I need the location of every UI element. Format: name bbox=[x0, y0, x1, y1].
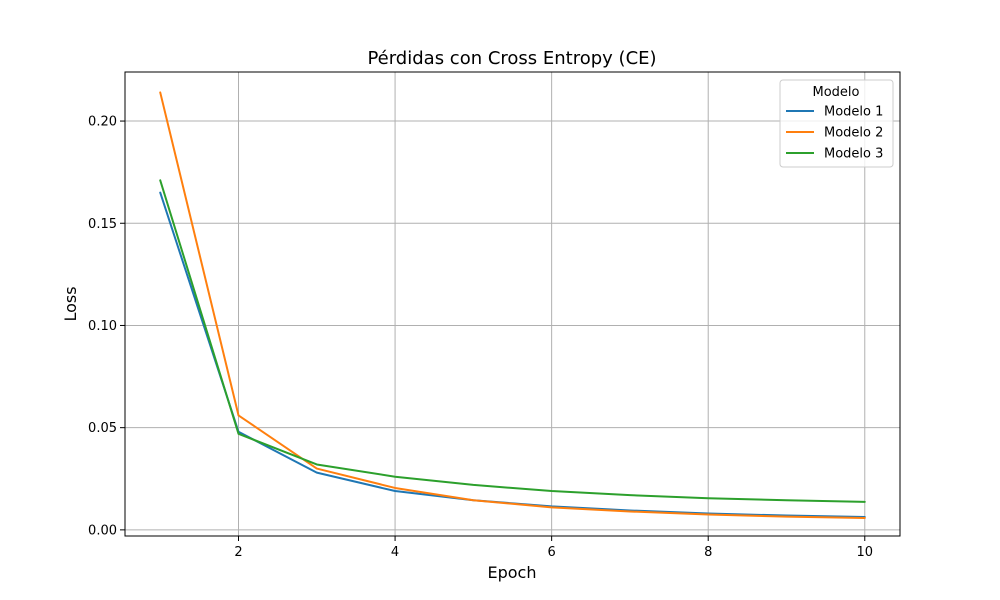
legend-label: Modelo 1 bbox=[824, 105, 883, 120]
y-axis-title: Loss bbox=[61, 286, 80, 321]
x-tick-label: 8 bbox=[704, 545, 712, 560]
series-line-1 bbox=[159, 191, 866, 518]
series-lines bbox=[159, 91, 866, 520]
y-tick-label: 0.10 bbox=[88, 319, 117, 334]
legend-title: Modelo bbox=[813, 85, 860, 100]
series-line-3 bbox=[159, 179, 866, 503]
x-axis-title: Epoch bbox=[488, 563, 537, 582]
y-tick-label: 0.20 bbox=[88, 115, 117, 130]
x-tick-label: 4 bbox=[391, 545, 399, 560]
legend-label: Modelo 3 bbox=[824, 147, 883, 162]
y-tick-label: 0.05 bbox=[88, 421, 117, 436]
x-tick-label: 2 bbox=[234, 545, 242, 560]
y-tick-label: 0.00 bbox=[88, 523, 117, 538]
series-line-2 bbox=[159, 91, 866, 520]
plot-frame bbox=[124, 71, 901, 537]
y-tick-label: 0.15 bbox=[88, 217, 117, 232]
legend: Modelo Modelo 1 Modelo 2 Modelo 3 bbox=[779, 79, 894, 168]
legend-entries: Modelo 1 Modelo 2 Modelo 3 bbox=[786, 105, 883, 162]
x-tick-label: 6 bbox=[548, 545, 556, 560]
chart-title: Pérdidas con Cross Entropy (CE) bbox=[367, 48, 656, 69]
legend-label: Modelo 2 bbox=[824, 126, 883, 141]
x-tick-label: 10 bbox=[856, 545, 873, 560]
axis-ticks: 2 4 6 8 10 0.00 0.05 0.10 0.15 0.20 bbox=[88, 115, 873, 560]
grid-lines bbox=[125, 72, 900, 536]
legend-box bbox=[779, 79, 894, 168]
